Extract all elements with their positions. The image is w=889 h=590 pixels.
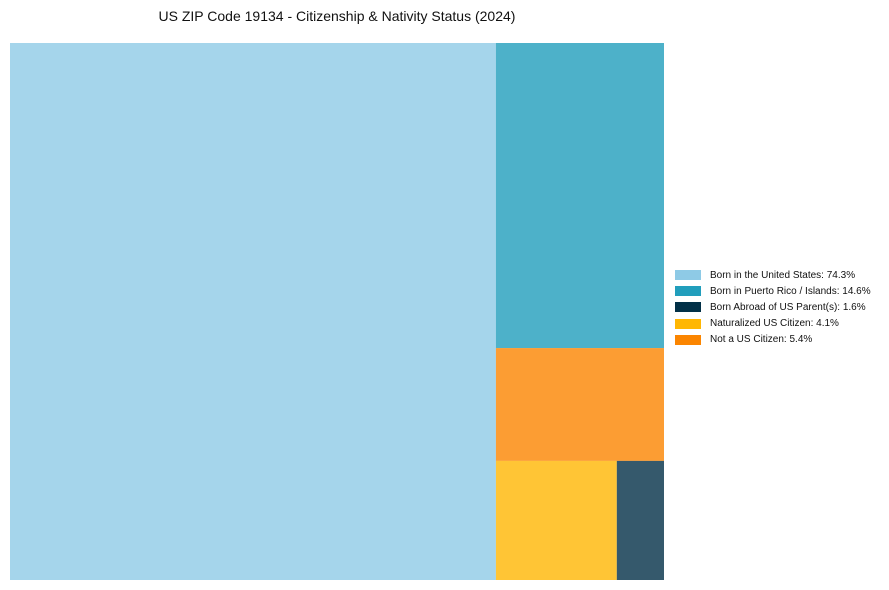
- legend-swatch: [675, 302, 701, 313]
- legend-item-naturalized-us-citizen: Naturalized US Citizen: 4.1%: [675, 316, 871, 332]
- treemap-tile-naturalized-us-citizen: [495, 460, 617, 580]
- legend-swatch: [675, 334, 701, 345]
- legend-label: Born in Puerto Rico / Islands: 14.6%: [710, 285, 871, 297]
- legend-swatch: [675, 270, 701, 281]
- legend-label: Born in the United States: 74.3%: [710, 269, 856, 281]
- treemap-tile-not-a-us-citizen: [495, 348, 664, 461]
- legend-item-born-abroad-of-us-parent-s: Born Abroad of US Parent(s): 1.6%: [675, 299, 871, 315]
- legend-swatch: [675, 286, 701, 297]
- legend-label: Born Abroad of US Parent(s): 1.6%: [710, 301, 866, 313]
- legend-swatch: [675, 318, 701, 329]
- legend-label: Not a US Citizen: 5.4%: [710, 334, 813, 346]
- legend-label: Naturalized US Citizen: 4.1%: [710, 318, 839, 330]
- chart-title: US ZIP Code 19134 - Citizenship & Nativi…: [158, 8, 516, 24]
- treemap-tile-born-abroad-of-us-parent-s: [616, 460, 664, 580]
- legend-item-born-in-puerto-rico-islands: Born in Puerto Rico / Islands: 14.6%: [675, 283, 871, 299]
- legend-item-born-in-the-united-states: Born in the United States: 74.3%: [675, 267, 871, 283]
- treemap-tile-born-in-the-united-states: [10, 43, 496, 580]
- treemap-tile-born-in-puerto-rico-islands: [495, 43, 664, 349]
- treemap-tiles: [10, 43, 664, 580]
- legend-item-not-a-us-citizen: Not a US Citizen: 5.4%: [675, 332, 871, 348]
- chart-legend: Born in the United States: 74.3% Born in …: [675, 267, 871, 348]
